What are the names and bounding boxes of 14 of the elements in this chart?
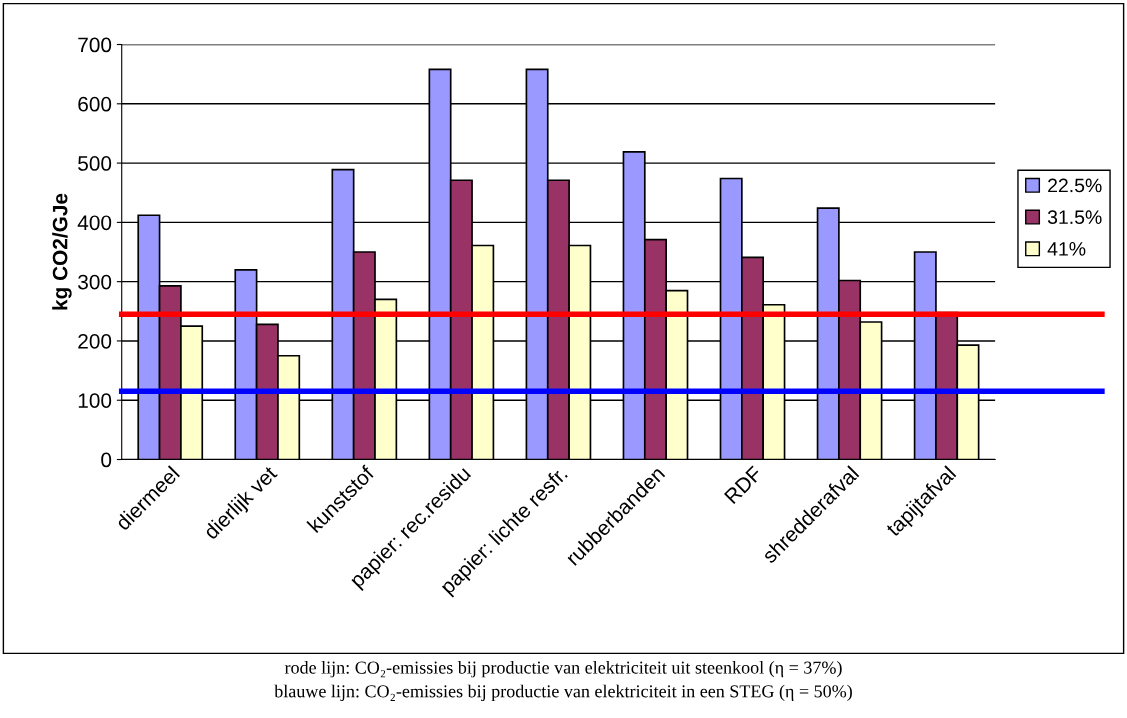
- y-tick-label: 400: [77, 215, 112, 231]
- legend-label: 22.5%: [1048, 178, 1102, 193]
- y-tick-label: 200: [78, 333, 112, 349]
- y-tick-label: 600: [78, 96, 112, 112]
- y-tick-label: 0: [101, 452, 112, 468]
- text: blauwe lijn: CO₂-emissies bij productie van elektriciteit in een STEG (η = 50%): [274, 684, 852, 702]
- legend-label: 31.5%: [1047, 210, 1102, 225]
- y-tick-label: 700: [78, 37, 112, 53]
- y-axis-title: kg CO2/GJe: [52, 193, 72, 310]
- y-tick-label: 300: [78, 274, 112, 290]
- legend-label: 41%: [1047, 242, 1086, 256]
- y-tick-label: 100: [78, 393, 112, 408]
- y-tick-label: 500: [78, 156, 112, 171]
- text: rode lijn: CO₂-emissies bij productie van elektriciteit uit steenkool (η = 37%): [284, 660, 842, 678]
